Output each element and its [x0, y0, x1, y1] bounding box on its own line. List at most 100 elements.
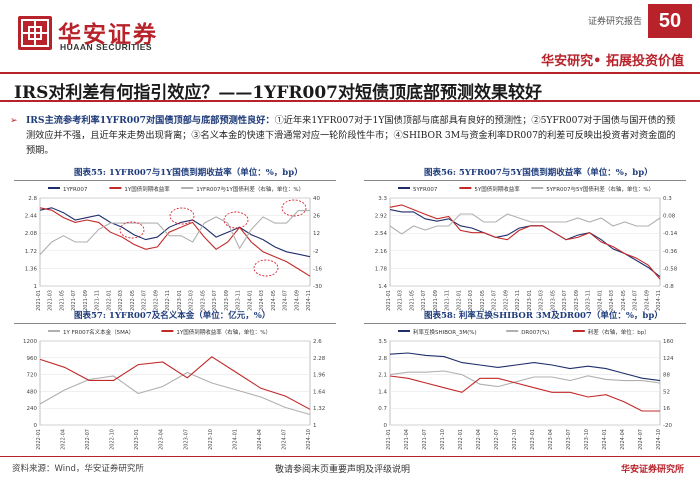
- x-tick-label: 2021-01: [386, 429, 392, 450]
- x-tick-label: 2023-09: [574, 290, 580, 311]
- y2-tick-label: 160: [663, 339, 674, 345]
- x-tick-label: 2023-07: [183, 429, 189, 450]
- y-tick-label: 2.8: [378, 356, 387, 362]
- report-type-label: 证券研究报告: [587, 17, 642, 27]
- x-tick-label: 2022-07: [494, 429, 500, 450]
- chart-57-title: 图表57: 1YFR007及名义本金（单位：亿元，%）: [74, 311, 271, 321]
- legend-label: 1Y国债到期收益率（右轴，单位：%）: [176, 328, 271, 336]
- chart-55-title: 图表55: 1YFR007与1Y国债到期收益率（单位：%，bp）: [74, 168, 303, 178]
- legend-item-0: 1Y FR007名义本金（5MA）: [48, 328, 134, 336]
- legend-label: 1Y国债到期收益率: [124, 185, 170, 193]
- y2-tick-label: -0.8: [663, 284, 674, 290]
- x-tick-label: 2024-05: [621, 290, 627, 311]
- series-line-2: [389, 375, 660, 412]
- legend-item-1: 1Y国债到期收益率（右轴，单位：%）: [161, 328, 271, 336]
- y2-tick-label: -2: [313, 249, 318, 255]
- x-tick-label: 2022-10: [512, 429, 518, 450]
- x-tick-label: 2022-05: [480, 290, 486, 311]
- y-tick-label: 1200: [23, 339, 37, 345]
- y2-tick-label: 2.28: [313, 356, 326, 362]
- x-tick-label: 2021-05: [59, 290, 65, 311]
- x-tick-label: 2024-01: [247, 290, 253, 311]
- x-tick-label: 2023-11: [236, 290, 242, 311]
- x-tick-label: 2024-09: [294, 290, 300, 311]
- y-tick-label: 1.4: [378, 284, 387, 290]
- x-tick-label: 2023-11: [586, 290, 592, 311]
- y-tick-label: 1.36: [25, 266, 38, 272]
- x-tick-label: 2022-11: [515, 290, 521, 311]
- highlight-circle: [281, 199, 307, 217]
- highlight-circle: [169, 207, 195, 225]
- x-tick-label: 2022-01: [106, 290, 112, 311]
- disclaimer-link[interactable]: 敬请参阅末页重要声明及评级说明: [275, 465, 411, 475]
- x-tick-label: 2023-05: [200, 290, 206, 311]
- x-tick-label: 2024-11: [306, 290, 312, 311]
- y2-tick-label: 1.32: [313, 406, 325, 412]
- x-tick-label: 2024-10: [656, 429, 662, 450]
- y2-tick-label: 1.64: [313, 389, 326, 395]
- slogan: 华安研究• 拓展投资价值: [541, 54, 684, 69]
- y-tick-label: 2.8: [28, 196, 37, 202]
- x-tick-label: 2023-04: [548, 429, 554, 450]
- x-tick-label: 2023-07: [566, 429, 572, 450]
- x-tick-label: 2023-07: [212, 290, 218, 311]
- x-tick-label: 2022-03: [468, 290, 474, 311]
- chart-56-plot: 5YFR007 5Y国债到期收益率 5YFR007与5Y国债利差（右轴，单位：%） 1…: [375, 185, 678, 311]
- y2-tick-label: 2.6: [313, 339, 322, 345]
- x-tick-label: 2022-04: [61, 429, 67, 450]
- x-tick-label: 2022-09: [503, 290, 509, 311]
- chart-55-rule: [14, 180, 336, 181]
- chart-57: 图表57: 1YFR007及名义本金（单位：亿元，%） 1Y FR007名义本金…: [14, 309, 336, 455]
- chart-55-plot: 1YFR007 1Y国债到期收益率 1YFR007与1Y国债利差（右轴，单位：%） 1…: [25, 185, 323, 311]
- y2-tick-label: 1: [313, 423, 317, 429]
- legend-item-1: DR007(%): [506, 330, 549, 336]
- y-tick-label: 960: [27, 356, 38, 362]
- series-line-2: [39, 210, 310, 255]
- x-tick-label: 2024-05: [271, 290, 277, 311]
- y2-tick-label: -20: [663, 423, 672, 429]
- plot-frame: [389, 340, 661, 426]
- x-tick-label: 2024-07: [633, 290, 639, 311]
- y-tick-label: 480: [27, 389, 38, 395]
- x-tick-label: 2022-01: [458, 429, 464, 450]
- y-tick-label: 1.78: [375, 266, 388, 272]
- x-tick-label: 2023-01: [134, 429, 140, 450]
- x-tick-label: 2024-03: [259, 290, 265, 311]
- chart-55: 图表55: 1YFR007与1Y国债到期收益率（单位：%，bp） 1YFR007…: [14, 166, 336, 316]
- company-name-en: HUAAN SECURITIES: [60, 42, 153, 52]
- x-tick-label: 2024-11: [656, 290, 662, 311]
- x-tick-label: 2022-07: [142, 290, 148, 311]
- x-tick-label: 2021-01: [386, 290, 392, 311]
- page-title: IRS对利差有何指引效应？——1YFR007对短债顶底部预测效果较好: [14, 83, 543, 103]
- footer-company: 华安证券研究所: [620, 465, 684, 475]
- y-tick-label: 2.1: [378, 373, 387, 379]
- series-line-1: [39, 207, 311, 277]
- x-tick-label: 2022-05: [130, 290, 136, 311]
- y2-tick-label: 1.96: [313, 373, 326, 379]
- x-tick-label: 2022-04: [476, 429, 482, 450]
- y-tick-label: 720: [27, 373, 38, 379]
- x-tick-label: 2024-07: [283, 290, 289, 311]
- series-line-1: [389, 370, 661, 388]
- y-tick-label: 3.3: [378, 196, 387, 202]
- summary-paragraph: IRS主流参考利率1YFR007对国债顶部与底部预测性良好：①近年来1YFR00…: [26, 113, 684, 158]
- x-tick-label: 2021-03: [398, 290, 404, 311]
- x-tick-label: 2024-03: [609, 290, 615, 311]
- highlight-circle: [119, 221, 145, 239]
- summary-body: ①近年来1YFR007对于1Y国债顶部与底部具有良好的预测性；②5YFR007对…: [26, 115, 676, 156]
- x-tick-label: 2021-07: [71, 290, 77, 311]
- legend-label: 5Y国债到期收益率: [474, 185, 520, 193]
- y2-tick-label: 40: [313, 196, 320, 202]
- y2-tick-label: -16: [313, 266, 322, 272]
- x-tick-label: 2021-09: [83, 290, 89, 311]
- x-tick-label: 2021-05: [409, 290, 415, 311]
- legend-label: 利率互换SHIBOR_3M(%): [413, 328, 477, 336]
- chart-58: 图表58: 利率互换SHIBOR 3M及DR007（单位：%，bp） 利率互换S…: [364, 309, 686, 455]
- x-tick-label: 2024-01: [232, 429, 238, 450]
- series-line-2: [389, 213, 661, 235]
- y2-tick-label: 0.3: [663, 196, 672, 202]
- chart-57-rule: [14, 323, 336, 324]
- y2-tick-label: 12: [313, 231, 320, 237]
- legend-label: DR007(%): [521, 330, 549, 336]
- y-tick-label: 2.08: [25, 231, 38, 237]
